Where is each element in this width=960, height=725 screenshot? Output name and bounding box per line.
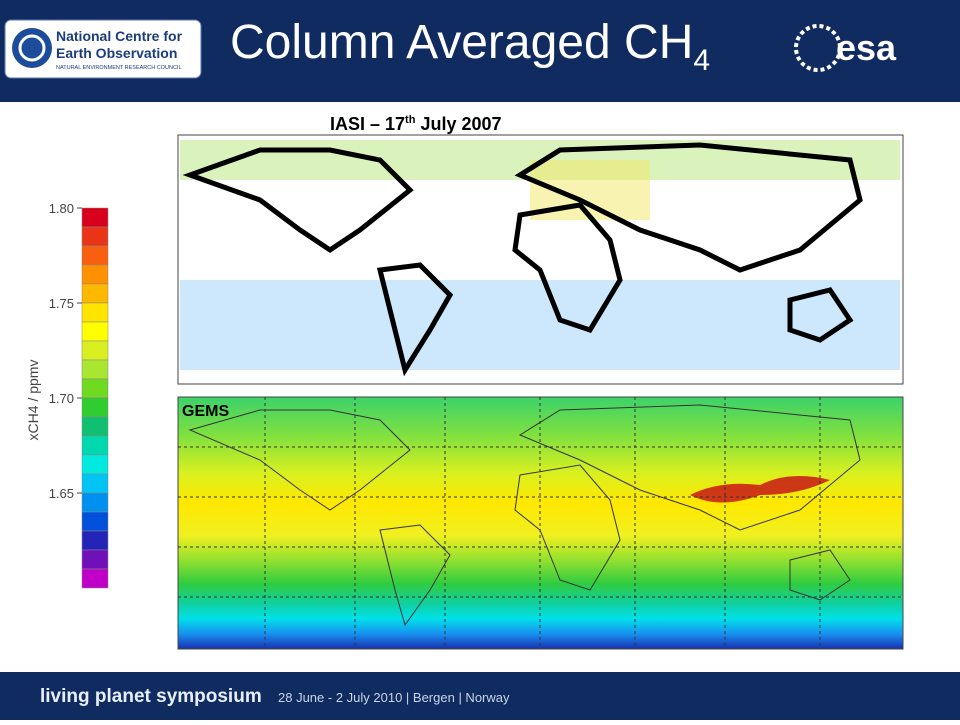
colorbar-swatch bbox=[81, 530, 109, 551]
logo-text: National Centre for bbox=[56, 28, 183, 44]
colorbar-swatch bbox=[81, 359, 109, 380]
esa-emblem bbox=[794, 24, 842, 72]
colorbar-swatch bbox=[81, 549, 109, 570]
colorbar: 1.80 1.75 1.70 1.65 bbox=[49, 201, 109, 589]
footer-band bbox=[0, 672, 960, 720]
colorbar-swatch bbox=[81, 454, 109, 475]
colorbar-label: xCH4 / ppmv bbox=[25, 360, 41, 441]
colorbar-swatch bbox=[81, 226, 109, 247]
logo-text: NATURAL ENVIRONMENT RESEARCH COUNCIL bbox=[56, 65, 182, 71]
colorbar-tick-label: 1.65 bbox=[49, 486, 74, 501]
esa-logo: esa bbox=[836, 27, 897, 68]
footer-details: 28 June - 2 July 2010 | Bergen | Norway bbox=[278, 690, 510, 705]
nceo-swirl bbox=[12, 28, 52, 68]
colorbar-swatch bbox=[81, 511, 109, 532]
iasi-coastlines bbox=[182, 142, 863, 377]
slide-title: Column Averaged CH4 bbox=[230, 16, 710, 77]
colorbar-tick-label: 1.80 bbox=[49, 201, 74, 216]
colorbar-swatch bbox=[81, 283, 109, 304]
colorbar-swatch bbox=[81, 416, 109, 437]
colorbar-swatch bbox=[81, 340, 109, 361]
colorbar-swatch bbox=[81, 378, 109, 399]
colorbar-swatch bbox=[81, 207, 109, 228]
colorbar-swatch bbox=[81, 435, 109, 456]
colorbar-swatch bbox=[81, 473, 109, 494]
colorbar-swatch bbox=[81, 264, 109, 285]
colorbar-swatch bbox=[81, 397, 109, 418]
nceo-logo bbox=[4, 19, 202, 79]
gems-grid bbox=[178, 397, 903, 649]
colorbar-tick-label: 1.75 bbox=[49, 296, 74, 311]
colorbar-swatch bbox=[81, 568, 109, 589]
nceo-swirl-ring bbox=[18, 34, 46, 62]
map-title: IASI – 17th July 2007 bbox=[330, 114, 502, 134]
colorbar-tick-label: 1.70 bbox=[49, 391, 74, 406]
footer-event: living planet symposium bbox=[40, 686, 262, 707]
colorbar-swatch bbox=[81, 302, 109, 323]
gems-coastlines bbox=[188, 404, 861, 627]
logo-text: Earth Observation bbox=[56, 45, 177, 61]
colorbar-swatch bbox=[81, 245, 109, 266]
map-label: GEMS bbox=[182, 403, 229, 420]
iasi-map bbox=[177, 134, 904, 385]
colorbar-swatch bbox=[81, 321, 109, 342]
colorbar-swatch bbox=[81, 492, 109, 513]
